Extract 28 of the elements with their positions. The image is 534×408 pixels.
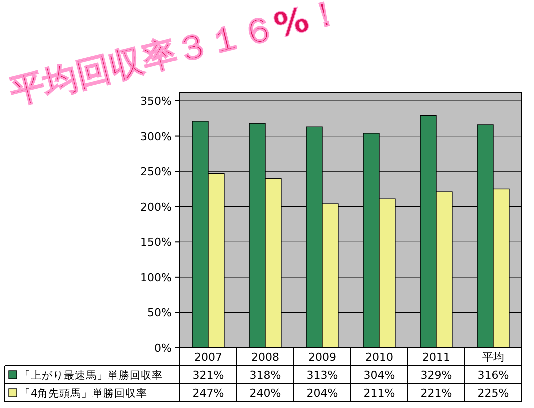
data-label: 225% [478,387,510,400]
y-tick-label: 150% [140,236,172,250]
x-tick-label: 平均 [482,351,504,364]
data-label: 316% [478,369,510,382]
y-tick-label: 200% [140,200,172,214]
x-tick-label: 2011 [422,351,450,364]
data-label: 321% [192,369,224,382]
x-tick-label: 2007 [194,351,222,364]
data-label: 304% [364,369,396,382]
data-label: 313% [306,369,338,382]
data-label: 211% [364,387,396,400]
y-tick-label: 350% [140,95,172,108]
legend-label: 「上がり最速馬」単勝回収率 [20,369,163,382]
data-label: 240% [250,387,282,400]
x-tick-label: 2008 [252,351,280,364]
data-label: 221% [420,387,452,400]
y-tick-label: 300% [140,130,172,144]
y-tick-label: 50% [148,306,172,320]
x-tick-label: 2010 [366,351,394,364]
legend-label: 「4角先頭馬」単勝回収率 [20,387,148,400]
y-tick-label: 0% [154,342,172,355]
data-label: 318% [250,369,282,382]
data-label: 204% [306,387,338,400]
x-tick-label: 2009 [308,351,336,364]
y-tick-label: 100% [140,271,172,284]
y-tick-label: 250% [140,166,172,179]
data-label: 329% [420,369,452,382]
data-label: 247% [192,387,224,400]
